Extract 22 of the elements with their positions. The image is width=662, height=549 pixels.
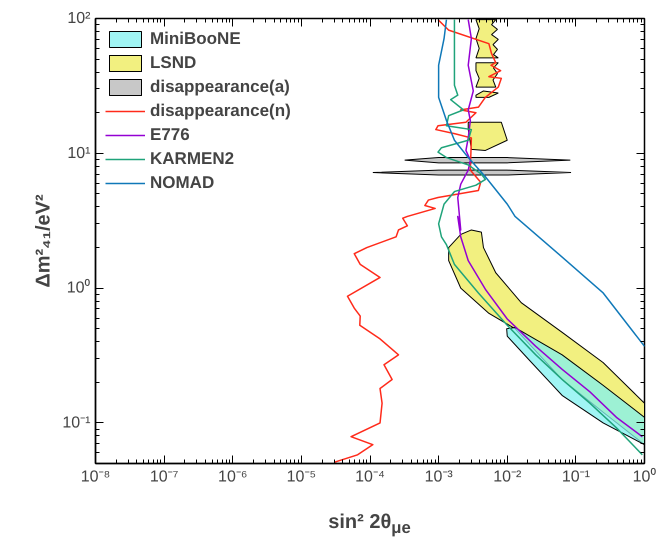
x-tick-label: 10⁻¹ xyxy=(562,468,590,486)
x-tick-label: 10⁻⁷ xyxy=(150,468,179,486)
legend-label: MiniBooNE xyxy=(150,28,241,50)
legend-label: disappearance(n) xyxy=(150,100,291,122)
legend-label: KARMEN2 xyxy=(150,148,234,170)
x-tick-label: 10⁻² xyxy=(493,468,522,486)
x-tick-label: 10⁰ xyxy=(632,468,656,486)
y-tick-label: 10⁰ xyxy=(66,278,90,297)
y-tick-label: 10⁻¹ xyxy=(62,414,90,432)
legend-label: LSND xyxy=(150,52,196,74)
y-tick-label: 10² xyxy=(67,10,92,27)
y-tick-label: 10¹ xyxy=(67,144,90,162)
legend-label: NOMAD xyxy=(150,172,214,194)
x-tick-label: 10⁻⁴ xyxy=(355,468,385,486)
x-tick-label: 10⁻⁵ xyxy=(286,468,316,486)
x-tick-label: 10⁻⁸ xyxy=(80,468,110,486)
x-axis-title: sin² 2θ$_{μe}$ xyxy=(327,510,412,539)
y-axis-title: Δm²₄₁/eV² xyxy=(32,194,54,288)
legend-label: disappearance(a) xyxy=(150,76,290,98)
x-tick-label: 10⁻³ xyxy=(424,468,454,486)
legend-label: E776 xyxy=(150,124,190,146)
x-tick-label: 10⁻⁶ xyxy=(218,468,248,486)
